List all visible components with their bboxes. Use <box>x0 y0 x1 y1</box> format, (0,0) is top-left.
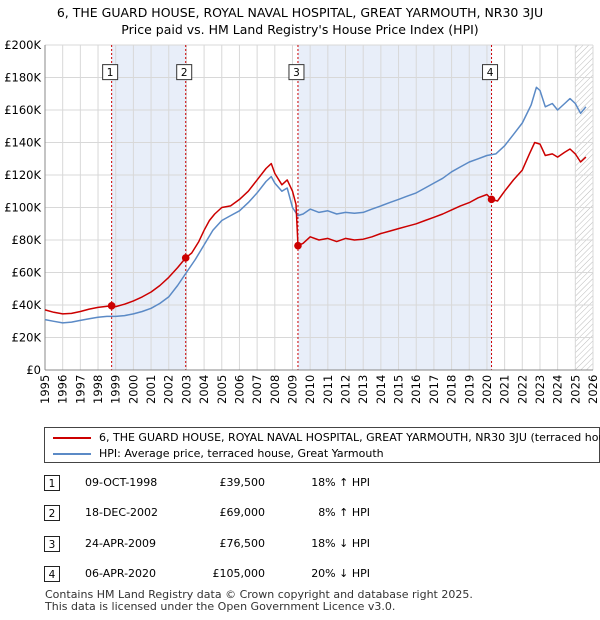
x-tick-label: 2000 <box>126 375 140 404</box>
transaction-hpi-delta: 20% ↓ HPI <box>311 567 370 580</box>
transaction-point <box>294 241 302 250</box>
x-tick-label: 2017 <box>427 375 441 404</box>
x-tick-label: 2012 <box>339 375 353 404</box>
legend-entry-price-paid: 6, THE GUARD HOUSE, ROYAL NAVAL HOSPITAL… <box>53 430 600 446</box>
x-tick-label: 1995 <box>38 375 52 404</box>
transaction-label: 4 <box>487 67 494 79</box>
x-tick-label: 2009 <box>285 375 299 404</box>
x-tick-label: 2014 <box>374 375 388 404</box>
transaction-date: 24-APR-2009 <box>85 537 157 550</box>
x-tick-label: 2008 <box>268 375 282 404</box>
transaction-number: 2 <box>44 505 60 521</box>
x-tick-label: 2011 <box>321 375 335 404</box>
y-tick-label: £200K <box>4 38 41 52</box>
footer-copyright: Contains HM Land Registry data © Crown c… <box>45 588 473 601</box>
y-tick-label: £0 <box>26 363 41 377</box>
x-tick-label: 2020 <box>480 375 494 404</box>
transaction-label: 2 <box>181 67 188 79</box>
transaction-hpi-delta: 8% ↑ HPI <box>318 506 370 519</box>
legend-label-hpi: HPI: Average price, terraced house, Grea… <box>99 447 384 460</box>
x-tick-label: 2024 <box>551 375 565 404</box>
y-tick-label: £80K <box>12 233 42 247</box>
chart-title: 6, THE GUARD HOUSE, ROYAL NAVAL HOSPITAL… <box>0 4 600 38</box>
y-tick-label: £120K <box>4 168 41 182</box>
x-tick-label: 2022 <box>515 375 529 404</box>
transaction-label-box <box>288 64 305 81</box>
y-tick-label: £180K <box>4 71 41 85</box>
x-tick-label: 2018 <box>445 375 459 404</box>
x-tick-label: 1996 <box>56 375 70 404</box>
transaction-date: 06-APR-2020 <box>85 567 157 580</box>
x-tick-label: 2019 <box>462 375 476 404</box>
x-tick-label: 2016 <box>409 375 423 404</box>
transaction-label-box <box>482 64 499 81</box>
transaction-number: 3 <box>44 536 60 552</box>
series-line-hpi <box>44 86 587 324</box>
transaction-price: £39,500 <box>219 476 266 489</box>
x-tick-label: 2010 <box>303 375 317 404</box>
transaction-label-box <box>102 64 119 81</box>
x-tick-label: 2021 <box>498 375 512 404</box>
transaction-date: 09-OCT-1998 <box>85 476 158 489</box>
x-tick-label: 2005 <box>215 375 229 404</box>
transaction-price: £105,000 <box>212 567 266 580</box>
price-chart: £0 £20K £40K £60K £80K £100K £120K £140K £160K £1… <box>4 38 600 404</box>
x-tick-label: 2006 <box>232 375 246 404</box>
y-tick-label: £100K <box>4 201 41 215</box>
x-tick-label: 1998 <box>91 375 105 404</box>
transaction-date: 18-DEC-2002 <box>85 506 159 519</box>
transaction-hpi-delta: 18% ↑ HPI <box>311 476 370 489</box>
x-tick-label: 2001 <box>144 375 158 404</box>
y-tick-label: £20K <box>12 331 42 345</box>
y-tick-label: £160K <box>4 103 41 117</box>
transaction-number: 4 <box>44 566 60 582</box>
transaction-hpi-delta: 18% ↓ HPI <box>311 537 370 550</box>
x-tick-label: 2007 <box>250 375 264 404</box>
transaction-label-box <box>176 64 193 81</box>
y-tick-label: £40K <box>12 298 42 312</box>
chart-title-line2: Price paid vs. HM Land Registry's House … <box>121 22 479 37</box>
y-tick-label: £140K <box>4 136 41 150</box>
footer-license: This data is licensed under the Open Gov… <box>45 600 396 613</box>
x-tick-label: 2003 <box>179 375 193 404</box>
x-tick-label: 2004 <box>197 375 211 404</box>
x-tick-label: 1999 <box>109 375 123 404</box>
legend: 6, THE GUARD HOUSE, ROYAL NAVAL HOSPITAL… <box>44 427 600 463</box>
transaction-label: 3 <box>293 67 300 79</box>
transaction-point <box>487 195 496 204</box>
transaction-point <box>181 254 190 262</box>
transaction-label: 1 <box>107 67 114 79</box>
x-tick-label: 2025 <box>568 375 582 404</box>
legend-entry-hpi: HPI: Average price, terraced house, Grea… <box>53 446 384 462</box>
footer-attribution: Contains HM Land Registry data © Crown c… <box>45 589 473 613</box>
x-tick-label: 2023 <box>533 375 547 404</box>
legend-swatch-price-paid <box>53 437 91 439</box>
transaction-number: 1 <box>44 475 60 491</box>
x-tick-label: 2015 <box>392 375 406 404</box>
x-tick-label: 2013 <box>356 375 370 404</box>
x-tick-label: 2002 <box>162 375 176 404</box>
y-tick-label: £60K <box>12 266 42 280</box>
series-line-price-paid <box>44 141 587 315</box>
legend-label-price-paid: 6, THE GUARD HOUSE, ROYAL NAVAL HOSPITAL… <box>99 431 600 444</box>
legend-swatch-hpi <box>53 453 91 455</box>
x-tick-label: 1997 <box>73 375 87 404</box>
transaction-point <box>107 302 116 310</box>
chart-title-line1: 6, THE GUARD HOUSE, ROYAL NAVAL HOSPITAL… <box>56 5 544 20</box>
transaction-price: £69,000 <box>219 506 266 519</box>
x-tick-label: 2026 <box>586 375 600 404</box>
transaction-price: £76,500 <box>219 537 266 550</box>
